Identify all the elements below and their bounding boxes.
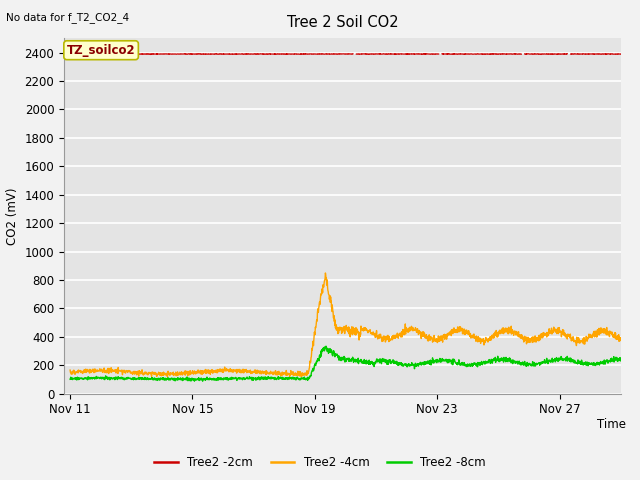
Legend: Tree2 -2cm, Tree2 -4cm, Tree2 -8cm: Tree2 -2cm, Tree2 -4cm, Tree2 -8cm — [149, 452, 491, 474]
Title: Tree 2 Soil CO2: Tree 2 Soil CO2 — [287, 15, 398, 30]
X-axis label: Time: Time — [597, 419, 627, 432]
Y-axis label: CO2 (mV): CO2 (mV) — [6, 187, 19, 245]
Text: TZ_soilco2: TZ_soilco2 — [67, 44, 136, 57]
Text: No data for f_T2_CO2_4: No data for f_T2_CO2_4 — [6, 12, 129, 23]
